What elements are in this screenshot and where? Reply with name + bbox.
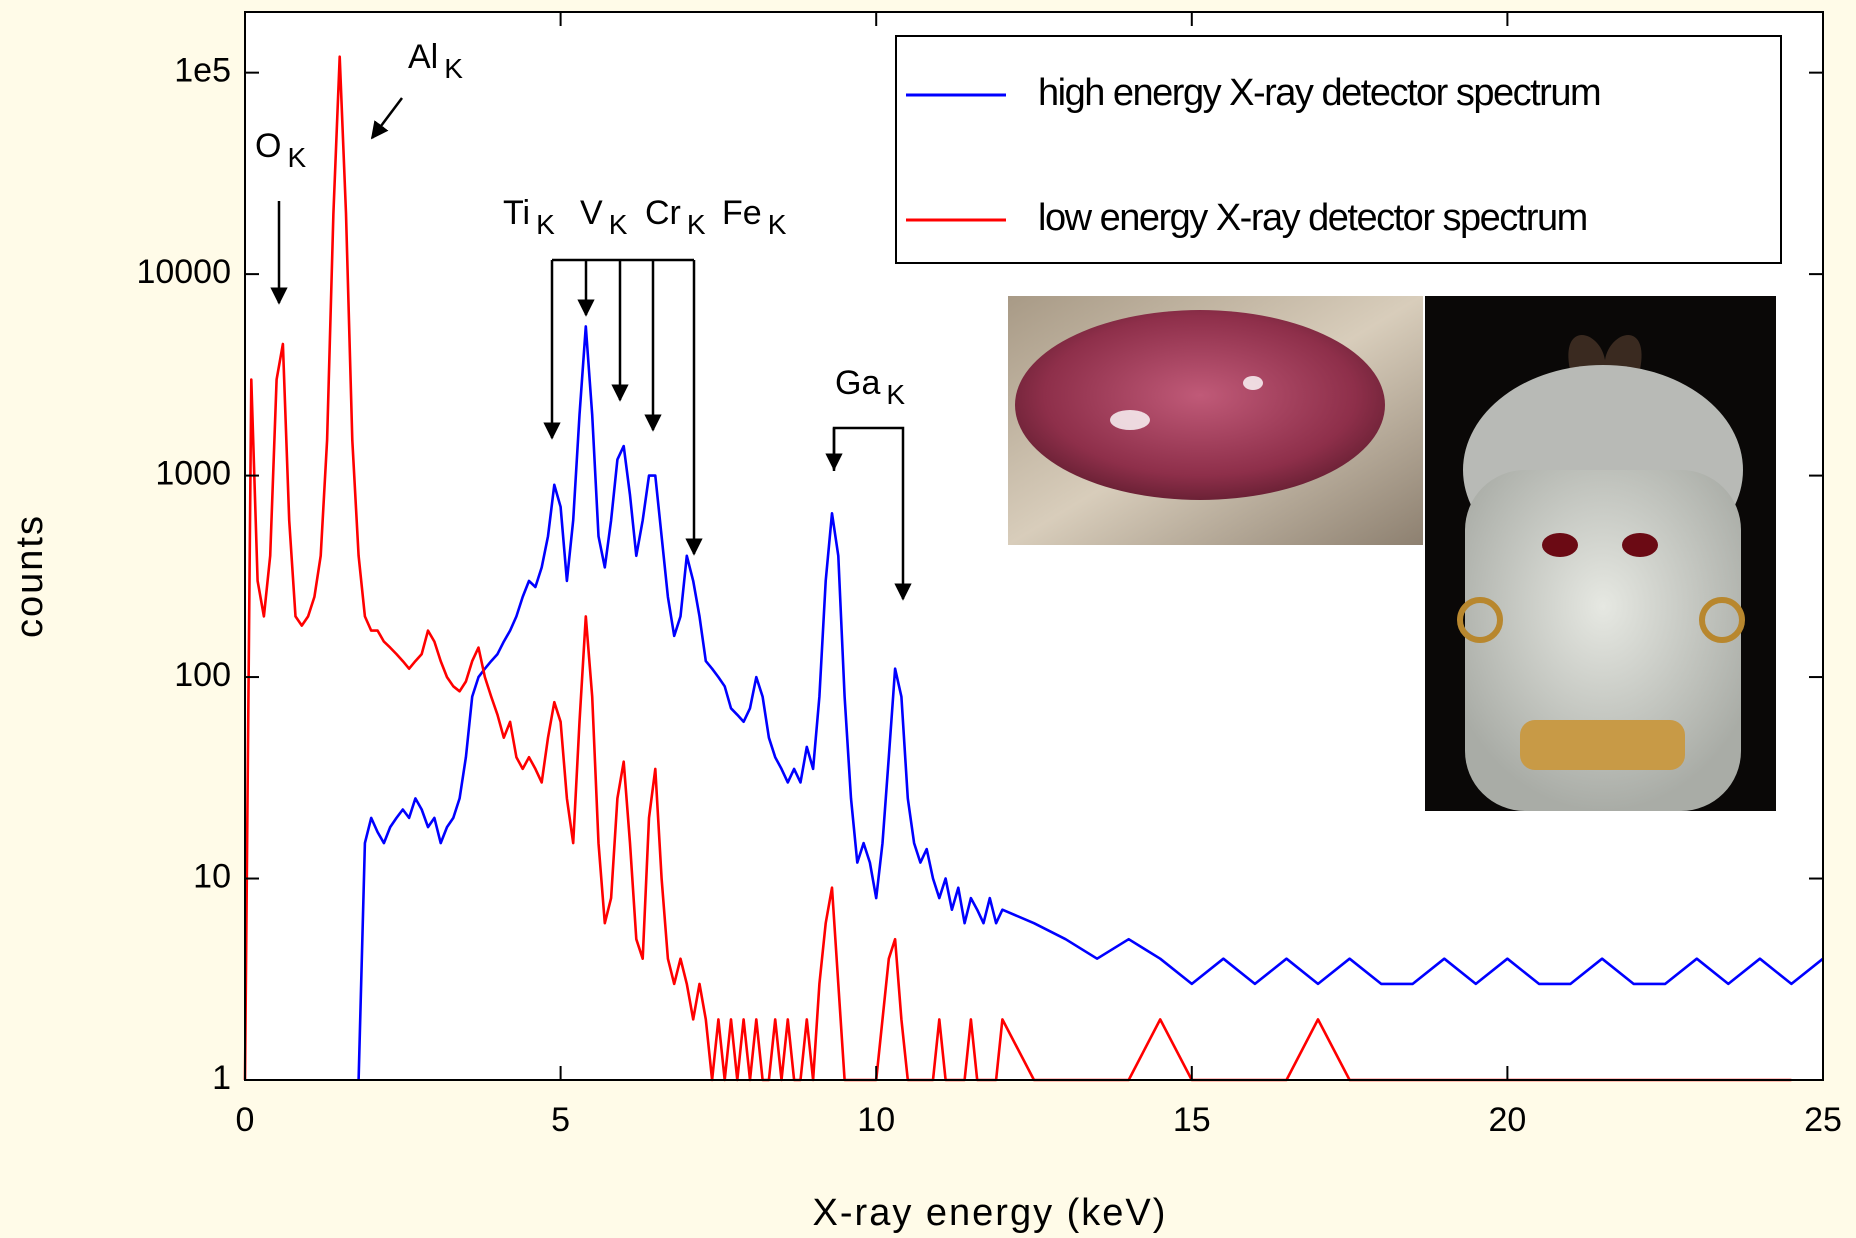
annotation-subscript: K	[609, 209, 628, 240]
crescent	[1568, 335, 1642, 370]
x-tick-label: 5	[551, 1101, 570, 1139]
legend: high energy X-ray detector spectrum low e…	[895, 35, 1782, 264]
annotation: Ti K	[503, 194, 555, 240]
annotation: Fe K	[722, 194, 787, 240]
annotation-subscript: K	[287, 142, 306, 173]
photo-gem	[1008, 296, 1423, 545]
annotation-text: Al	[408, 38, 438, 76]
legend-label: high energy X-ray detector spectrum	[1038, 72, 1600, 114]
annotation: Ga K	[835, 364, 905, 410]
y-tick-label: 10	[193, 858, 231, 896]
series-line	[243, 55, 1792, 1082]
annotation-subscript: K	[687, 209, 706, 240]
highlight	[1110, 410, 1150, 430]
eye	[1542, 533, 1578, 557]
arrow	[370, 97, 403, 140]
marks	[243, 55, 1824, 1082]
collar	[1520, 720, 1685, 770]
photo-statue	[1425, 296, 1776, 811]
eye	[1622, 533, 1658, 557]
x-tick-label: 15	[1173, 1101, 1211, 1139]
x-tick-label: 0	[236, 1101, 255, 1139]
annotation: Cr K	[645, 194, 706, 240]
series-line	[357, 325, 1824, 1081]
annotation-subscript: K	[536, 209, 555, 240]
annotation-text: O	[255, 127, 281, 165]
x-axis-title: X-ray energy (keV)	[813, 1192, 1168, 1234]
gem	[1015, 310, 1385, 500]
annotation-text: Fe	[722, 194, 762, 232]
y-tick-label: 10000	[136, 253, 231, 291]
x-tick-label: 10	[857, 1101, 895, 1139]
annotation-text: Ti	[503, 194, 530, 232]
earring	[1457, 597, 1503, 643]
y-tick-label: 1e5	[174, 52, 231, 90]
x-tick-label: 20	[1488, 1101, 1526, 1139]
y-tick-label: 1000	[155, 455, 231, 493]
annotation-text: Cr	[645, 194, 681, 232]
legend-box	[895, 35, 1782, 264]
annotations: O KAl KTi K V K Cr K Fe KGa K	[255, 38, 912, 601]
y-axis-title: counts	[9, 514, 51, 638]
annotation-subscript: K	[886, 379, 905, 410]
highlight	[1243, 376, 1263, 390]
annotation-subscript: K	[768, 209, 787, 240]
y-tick-label: 100	[174, 656, 231, 694]
plot-frame	[244, 11, 1824, 1081]
y-tick-label: 1	[212, 1059, 231, 1097]
annotation-text: V	[580, 194, 603, 232]
annotation: Al K	[408, 38, 463, 84]
annotation-text: Ga	[835, 364, 880, 402]
x-tick-label: 25	[1804, 1101, 1842, 1139]
earring	[1699, 597, 1745, 643]
legend-label: low energy X-ray detector spectrum	[1038, 197, 1587, 239]
annotation-subscript: K	[444, 53, 463, 84]
